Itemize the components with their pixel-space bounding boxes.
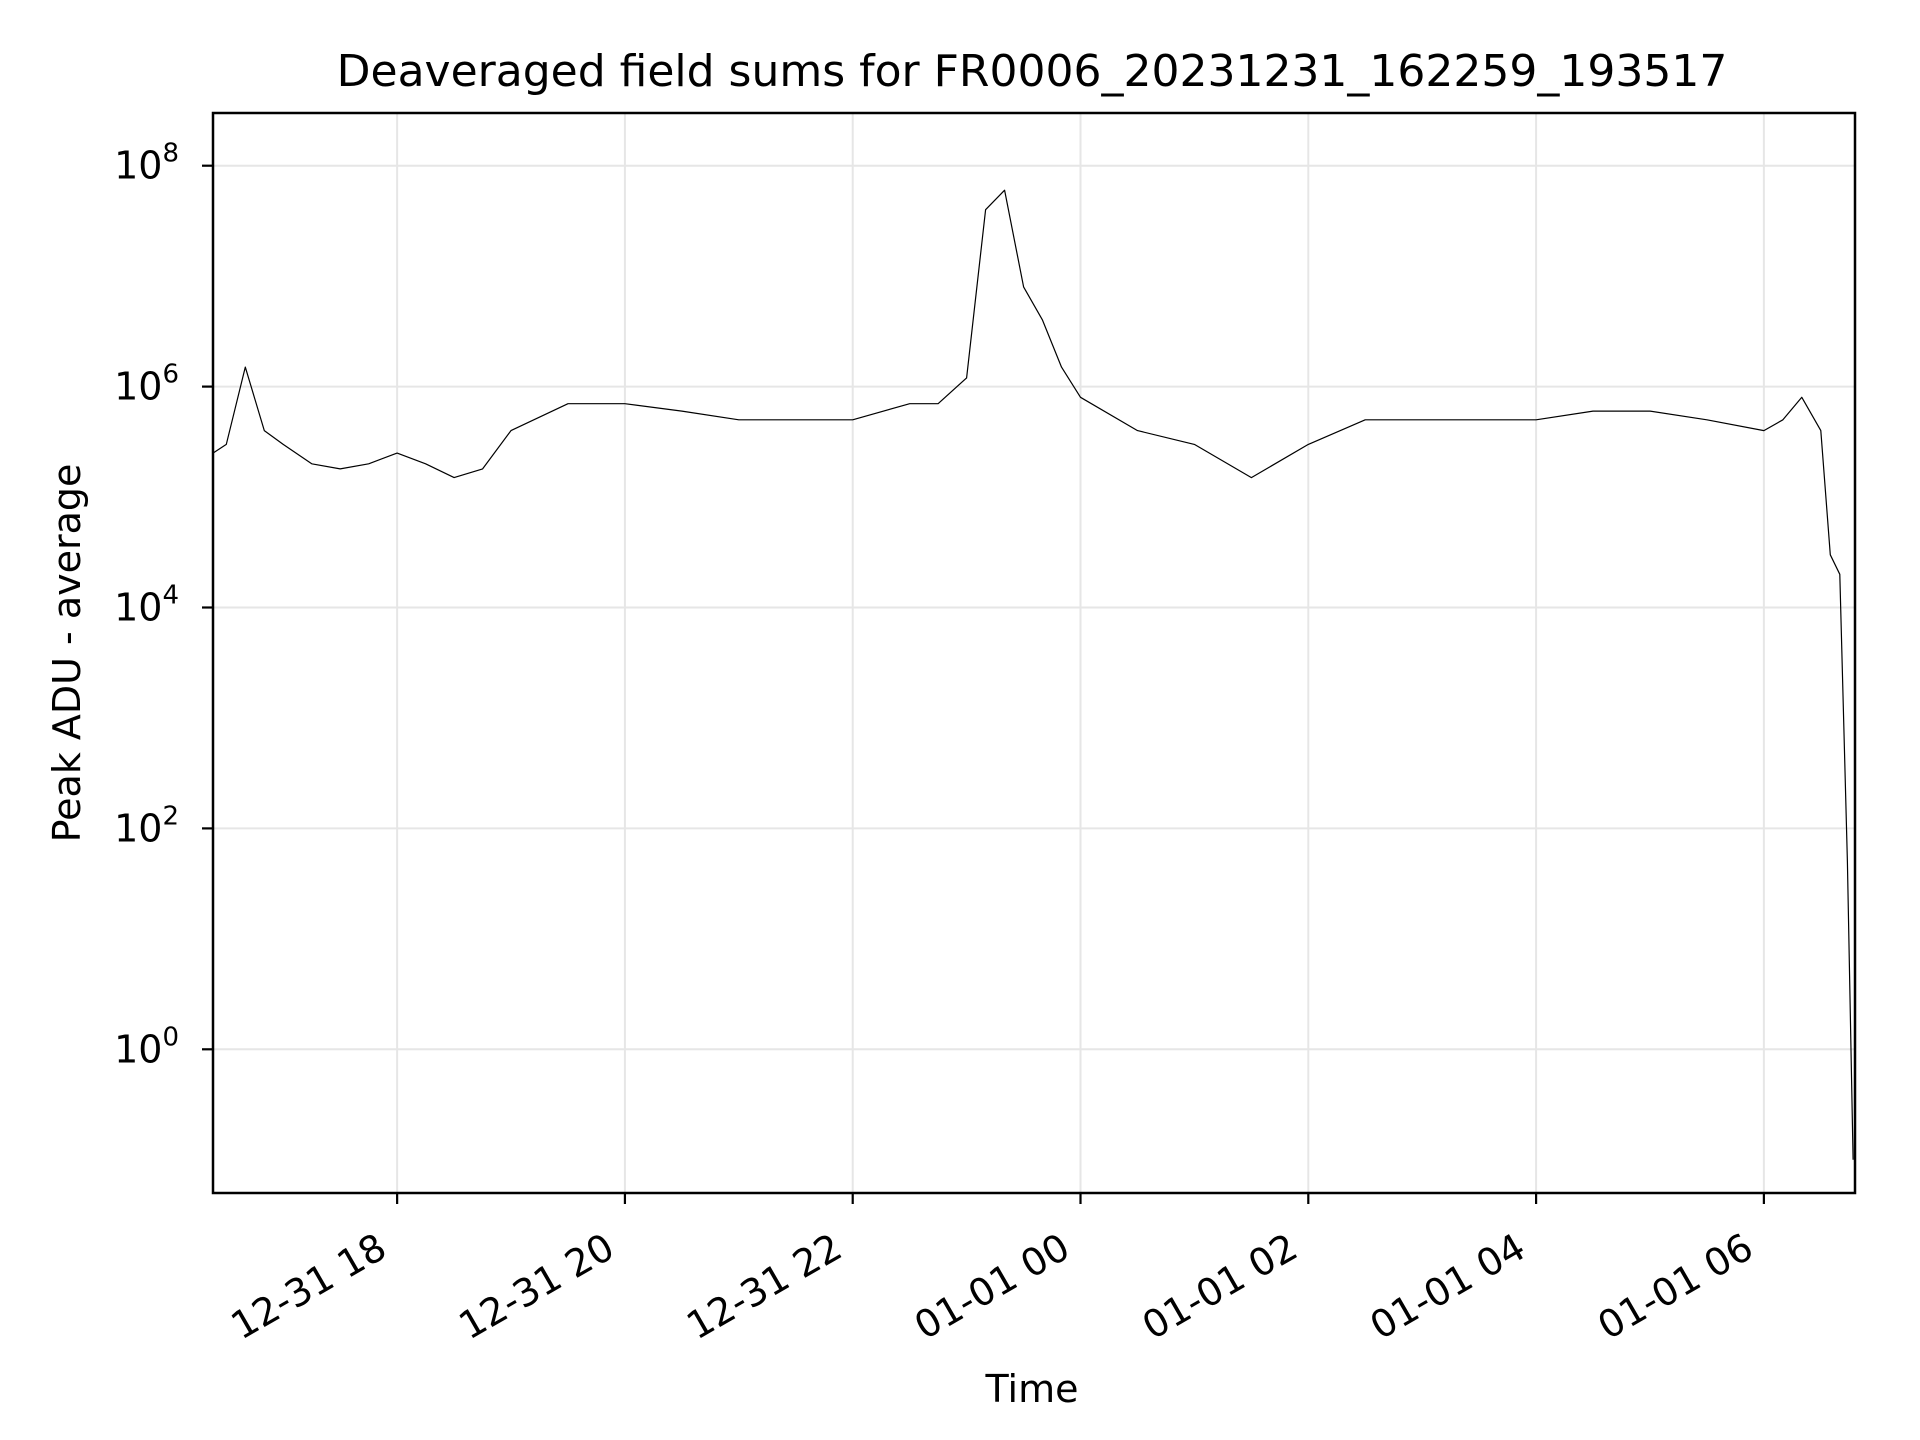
y-tick-label: 106 (114, 360, 179, 409)
plot-area-frame (211, 111, 1857, 1195)
y-tick-label: 102 (114, 801, 179, 850)
y-tick-label: 104 (114, 580, 179, 629)
y-tick-base: 10 (114, 1027, 162, 1071)
y-tick-exponent: 0 (162, 1022, 179, 1052)
grid-layer (213, 113, 1855, 1193)
chart-title: Deaveraged field sums for FR0006_2023123… (337, 46, 1728, 97)
y-tick-exponent: 4 (162, 580, 179, 610)
y-tick-base: 10 (114, 585, 162, 629)
y-tick-label: 108 (114, 139, 179, 188)
y-tick-exponent: 2 (162, 801, 179, 831)
y-tick-base: 10 (114, 365, 162, 409)
y-axis-label: Peak ADU - average (45, 464, 89, 843)
series-line (212, 189, 1854, 1160)
y-tick-exponent: 6 (162, 360, 179, 390)
y-tick-base: 10 (114, 806, 162, 850)
y-tick-base: 10 (114, 144, 162, 188)
y-tick-label: 100 (114, 1022, 179, 1071)
series-layer (212, 189, 1854, 1160)
x-axis-label: Time (985, 1367, 1079, 1411)
y-tick-exponent: 8 (162, 139, 179, 169)
